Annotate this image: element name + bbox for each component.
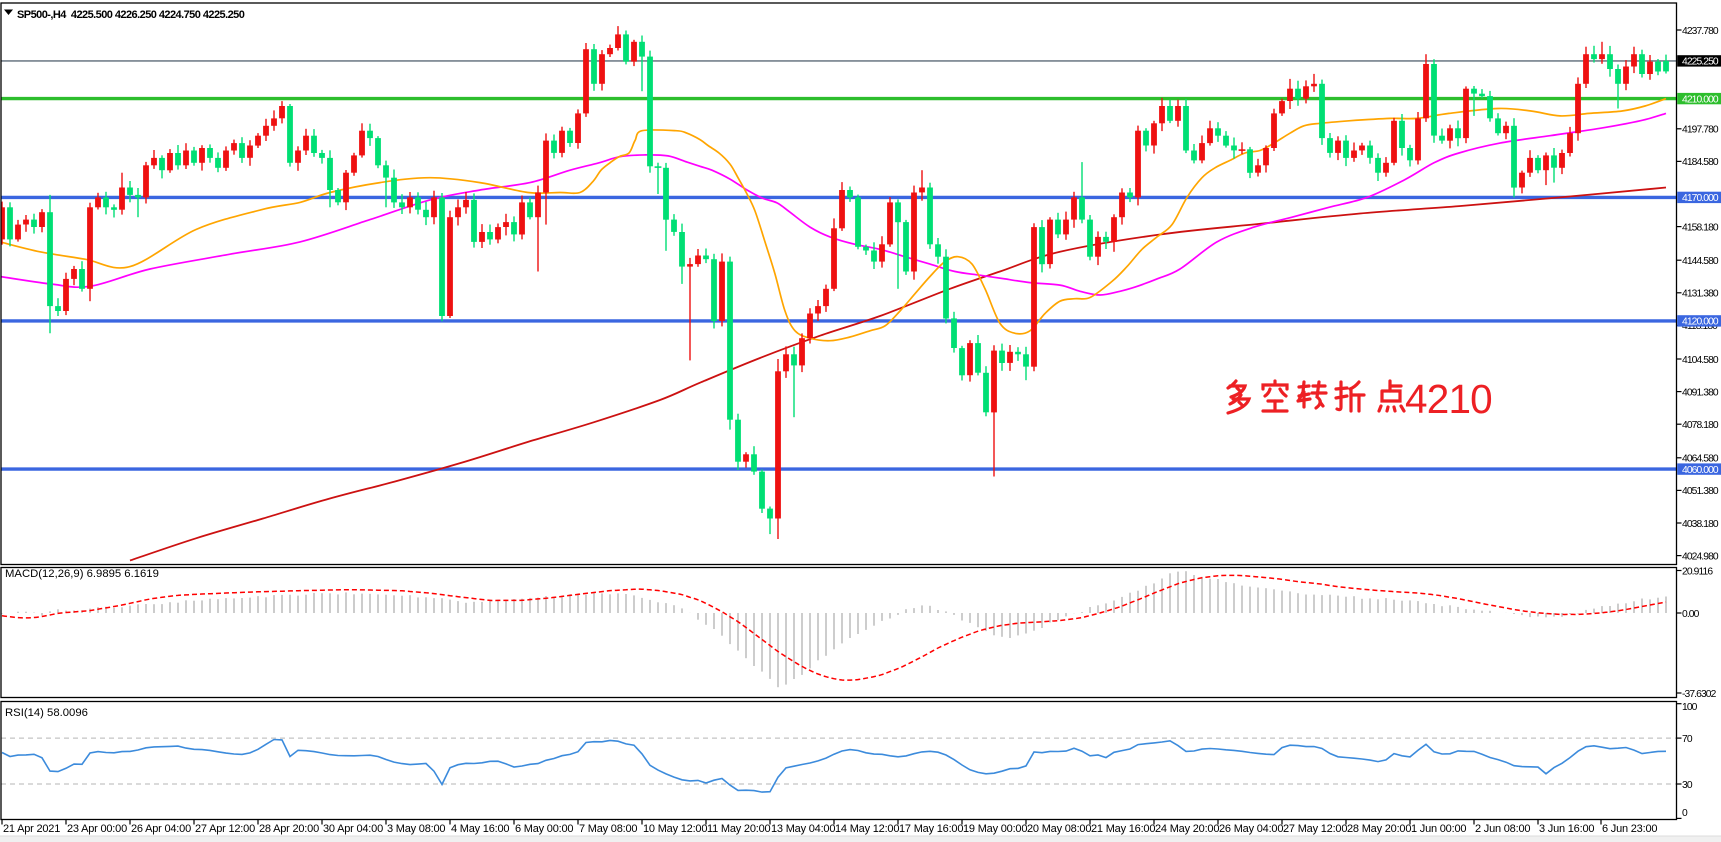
svg-text:4060.000: 4060.000 (1682, 465, 1719, 476)
svg-text:4170.000: 4170.000 (1682, 193, 1719, 204)
svg-text:4210.000: 4210.000 (1682, 94, 1719, 105)
svg-text:19 May 00:00: 19 May 00:00 (963, 823, 1027, 835)
svg-text:6 May 00:00: 6 May 00:00 (515, 823, 573, 835)
svg-text:4197.780: 4197.780 (1682, 125, 1719, 136)
svg-text:4 May 16:00: 4 May 16:00 (451, 823, 509, 835)
svg-text:4091.380: 4091.380 (1682, 387, 1719, 398)
svg-text:SP500-,H4 4225.500 4226.250 4: SP500-,H4 4225.500 4226.250 4224.750 422… (17, 9, 245, 21)
svg-text:27 Apr 12:00: 27 Apr 12:00 (195, 823, 255, 835)
svg-text:RSI(14) 58.0096: RSI(14) 58.0096 (5, 707, 88, 719)
svg-text:70: 70 (1682, 734, 1693, 745)
svg-text:4104.580: 4104.580 (1682, 355, 1719, 366)
svg-text:0: 0 (1682, 808, 1688, 819)
svg-text:-37.6302: -37.6302 (1682, 689, 1717, 700)
svg-text:4120.000: 4120.000 (1682, 317, 1719, 328)
svg-text:1 Jun 00:00: 1 Jun 00:00 (1411, 823, 1466, 835)
svg-text:20.9116: 20.9116 (1682, 566, 1713, 577)
svg-text:20 May 08:00: 20 May 08:00 (1027, 823, 1091, 835)
svg-text:4118.180: 4118.180 (1682, 321, 1718, 332)
svg-text:30 Apr 04:00: 30 Apr 04:00 (323, 823, 383, 835)
svg-text:30: 30 (1682, 780, 1693, 791)
svg-text:26 Apr 04:00: 26 Apr 04:00 (131, 823, 191, 835)
svg-text:24 May 20:00: 24 May 20:00 (1155, 823, 1219, 835)
svg-text:27 May 12:00: 27 May 12:00 (1283, 823, 1347, 835)
svg-text:21 Apr 2021: 21 Apr 2021 (3, 823, 60, 835)
svg-text:10 May 12:00: 10 May 12:00 (643, 823, 707, 835)
svg-text:4024.980: 4024.980 (1682, 551, 1719, 562)
svg-text:28 Apr 20:00: 28 Apr 20:00 (259, 823, 319, 835)
svg-text:28 May 20:00: 28 May 20:00 (1347, 823, 1411, 835)
svg-text:3 May 08:00: 3 May 08:00 (387, 823, 445, 835)
svg-text:4064.580: 4064.580 (1682, 454, 1719, 465)
svg-text:17 May 16:00: 17 May 16:00 (899, 823, 963, 835)
svg-text:4225.250: 4225.250 (1682, 57, 1719, 68)
svg-text:MACD(12,26,9) 6.9895 6.1619: MACD(12,26,9) 6.9895 6.1619 (5, 568, 159, 580)
svg-text:13 May 04:00: 13 May 04:00 (771, 823, 835, 835)
svg-text:11 May 20:00: 11 May 20:00 (707, 823, 771, 835)
svg-text:26 May 04:00: 26 May 04:00 (1219, 823, 1283, 835)
svg-text:2 Jun 08:00: 2 Jun 08:00 (1475, 823, 1530, 835)
svg-text:4144.580: 4144.580 (1682, 256, 1719, 267)
svg-text:21 May 16:00: 21 May 16:00 (1091, 823, 1155, 835)
svg-text:4131.380: 4131.380 (1682, 289, 1719, 300)
svg-text:4038.180: 4038.180 (1682, 519, 1719, 530)
svg-text:0.00: 0.00 (1682, 609, 1700, 620)
svg-text:4210: 4210 (1405, 376, 1492, 422)
svg-text:23 Apr 00:00: 23 Apr 00:00 (67, 823, 127, 835)
svg-text:4158.180: 4158.180 (1682, 222, 1719, 233)
svg-text:7 May 08:00: 7 May 08:00 (579, 823, 637, 835)
svg-text:14 May 12:00: 14 May 12:00 (835, 823, 899, 835)
svg-text:4184.580: 4184.580 (1682, 157, 1719, 168)
svg-text:3 Jun 16:00: 3 Jun 16:00 (1539, 823, 1594, 835)
svg-text:4237.780: 4237.780 (1682, 26, 1719, 37)
svg-text:4078.180: 4078.180 (1682, 420, 1719, 431)
svg-text:4051.380: 4051.380 (1682, 486, 1719, 497)
svg-text:100: 100 (1682, 702, 1698, 713)
svg-text:6 Jun 23:00: 6 Jun 23:00 (1602, 823, 1657, 835)
